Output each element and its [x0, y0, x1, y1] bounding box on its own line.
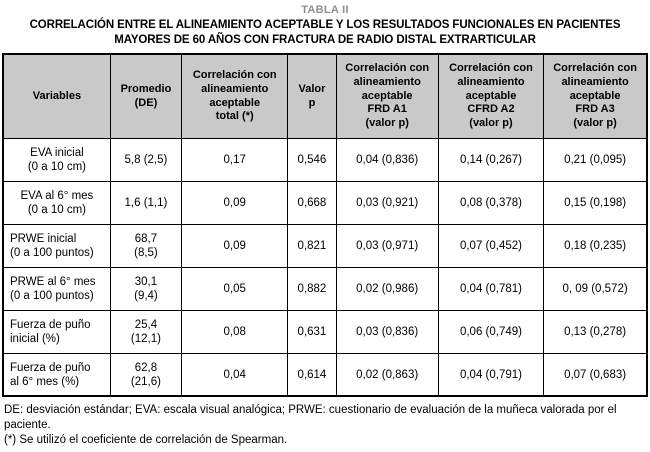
table-cell: 0,18 (0,235) [543, 223, 648, 268]
table-row-prwe-inicial: PRWE inicial (0 a 100 puntos) 68,7 (8,5)… [2, 223, 648, 268]
table-cell: 0,08 (0,378) [437, 180, 545, 225]
table-cell: 0,03 (0,971) [335, 223, 439, 268]
footnotes: DE: desviación estándar; EVA: escala vis… [4, 403, 646, 447]
table-cell: 0,04 (0,836) [335, 137, 439, 182]
table-cell: 0, 09 (0,572) [543, 266, 648, 311]
table-number: TABLA II [301, 4, 349, 16]
table-cell: 0,04 (0,781) [437, 266, 545, 311]
column-header-cfrd-a2: Correlación con alineamiento aceptable C… [437, 53, 545, 139]
table-cell: PRWE al 6° mes (0 a 100 puntos) [2, 266, 111, 311]
table-cell: 0,09 [181, 180, 289, 225]
column-header-frd-a3: Correlación con alineamiento aceptable F… [543, 53, 648, 139]
table-cell: 0,04 [181, 352, 289, 397]
table-cell: 0,631 [287, 309, 337, 354]
table-cell: 0,17 [181, 137, 289, 182]
table-cell: 68,7 (8,5) [109, 223, 183, 268]
table-header-row: Variables Promedio (DE) Correlación con … [2, 53, 648, 139]
table-cell: 1,6 (1,1) [109, 180, 183, 225]
column-header-correlacion-total: Correlación con alineamiento aceptable t… [181, 53, 289, 139]
table-cell: 30,1 (9,4) [109, 266, 183, 311]
table-cell: Fuerza de puño al 6° mes (%) [2, 352, 111, 397]
footnote-spearman: (*) Se utilizó el coeficiente de correla… [4, 433, 288, 446]
table-cell: 0,15 (0,198) [543, 180, 648, 225]
table-cell: EVA al 6° mes (0 a 10 cm) [2, 180, 111, 225]
table-cell: 0,04 (0,791) [437, 352, 545, 397]
table-cell: 25,4 (12,1) [109, 309, 183, 354]
table-cell: 0,03 (0,921) [335, 180, 439, 225]
table-title-line-2: MAYORES DE 60 AÑOS CON FRACTURA DE RADIO… [114, 34, 536, 47]
table-cell: 0,614 [287, 352, 337, 397]
table-row-fuerza-inicial: Fuerza de puño inicial (%) 25,4 (12,1) 0… [2, 309, 648, 354]
table-title-line-1: CORRELACIÓN ENTRE EL ALINEAMIENTO ACEPTA… [29, 19, 621, 31]
table-cell: 0,821 [287, 223, 337, 268]
table-row-eva-6-mes: EVA al 6° mes (0 a 10 cm) 1,6 (1,1) 0,09… [2, 180, 648, 225]
table-row-eva-inicial: EVA inicial (0 a 10 cm) 5,8 (2,5) 0,17 0… [2, 137, 648, 182]
column-header-variables: Variables [2, 53, 111, 139]
table-cell: 0,21 (0,095) [543, 137, 648, 182]
table-cell: 0,02 (0,863) [335, 352, 439, 397]
table-cell: 0,13 (0,278) [543, 309, 648, 354]
footnote-abbreviations: DE: desviación estándar; EVA: escala vis… [4, 404, 617, 432]
table-cell: 0,03 (0,836) [335, 309, 439, 354]
column-header-frd-a1: Correlación con alineamiento aceptable F… [335, 53, 439, 139]
column-header-valor-p: Valor p [287, 53, 337, 139]
title-block: TABLA II CORRELACIÓN ENTRE EL ALINEAMIEN… [0, 0, 650, 48]
table-cell: 0,06 (0,749) [437, 309, 545, 354]
table-cell: 0,882 [287, 266, 337, 311]
table-row-prwe-6-mes: PRWE al 6° mes (0 a 100 puntos) 30,1 (9,… [2, 266, 648, 311]
table-cell: EVA inicial (0 a 10 cm) [2, 137, 111, 182]
table-cell: 0,14 (0,267) [437, 137, 545, 182]
table-cell: 0,08 [181, 309, 289, 354]
table-cell: 0,02 (0,986) [335, 266, 439, 311]
table-cell: 0,07 (0,452) [437, 223, 545, 268]
table-cell: 5,8 (2,5) [109, 137, 183, 182]
table-cell: Fuerza de puño inicial (%) [2, 309, 111, 354]
table-cell: 0,546 [287, 137, 337, 182]
column-header-promedio: Promedio (DE) [109, 53, 183, 139]
table-cell: 0,05 [181, 266, 289, 311]
table-cell: 62,8 (21,6) [109, 352, 183, 397]
table-cell: 0,07 (0,683) [543, 352, 648, 397]
correlation-table: Variables Promedio (DE) Correlación con … [2, 53, 648, 398]
table-cell: 0,09 [181, 223, 289, 268]
table-cell: PRWE inicial (0 a 100 puntos) [2, 223, 111, 268]
table-row-fuerza-6-mes: Fuerza de puño al 6° mes (%) 62,8 (21,6)… [2, 352, 648, 397]
table-cell: 0,668 [287, 180, 337, 225]
